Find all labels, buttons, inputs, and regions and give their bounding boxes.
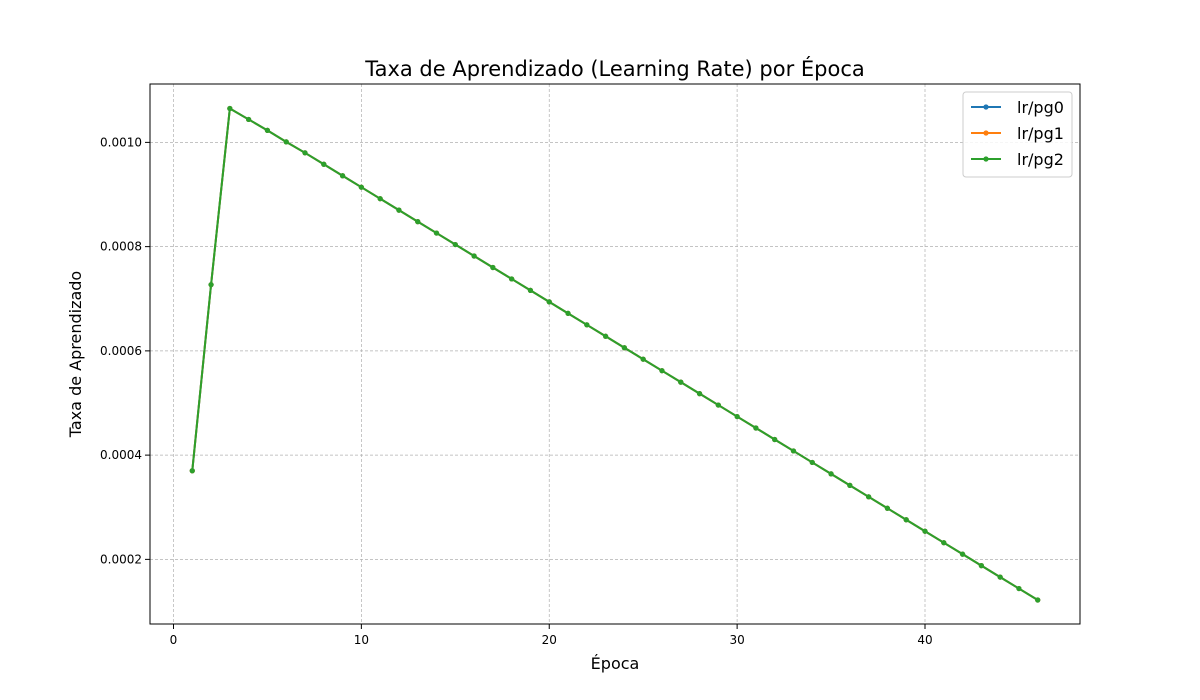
data-point [246, 116, 252, 123]
data-point [603, 333, 609, 339]
x-tick-label: 30 [729, 633, 744, 647]
data-point [584, 322, 590, 328]
legend-item: lr/pg1 [971, 124, 1064, 143]
data-point [1016, 585, 1022, 592]
x-tick-label: 20 [542, 633, 557, 647]
y-tick-label: 0.0010 [100, 135, 142, 149]
series-line [191, 107, 1039, 601]
plot-frame [149, 83, 1081, 625]
data-point [509, 276, 515, 282]
y-tick-label: 0.0008 [100, 240, 142, 254]
legend-item: lr/pg0 [971, 98, 1064, 117]
legend-item: lr/pg2 [971, 150, 1064, 169]
data-point [640, 356, 646, 362]
data-point [189, 468, 195, 474]
data-point [208, 282, 214, 288]
data-point [452, 241, 458, 248]
data-point [941, 540, 947, 546]
data-point [1035, 597, 1041, 603]
data-point [922, 528, 928, 534]
x-axis-label: Época [591, 654, 640, 673]
data-point [866, 494, 872, 500]
data-point [997, 574, 1003, 580]
plot-area [150, 84, 1080, 624]
data-point [339, 173, 346, 179]
x-tick-label: 0 [170, 633, 178, 647]
data-point [753, 425, 759, 431]
data-point [264, 127, 271, 133]
grid-lines [150, 84, 1080, 624]
legend-label: lr/pg0 [1017, 98, 1064, 117]
data-point [227, 105, 233, 112]
data-point [978, 563, 984, 569]
data-point [527, 287, 534, 294]
data-point [772, 436, 778, 443]
axis-ticks: 0 10 20 30 40 0.0002 0.0004 0.0006 0.0008 0.0010 [100, 135, 933, 647]
y-tick-label: 0.0004 [100, 448, 142, 462]
data-point [828, 471, 834, 477]
data-point [678, 379, 684, 385]
data-point [415, 219, 421, 225]
legend-label: lr/pg2 [1017, 150, 1064, 169]
data-point [715, 402, 721, 408]
data-point [490, 264, 496, 271]
series-group [189, 105, 1041, 603]
data-point [396, 207, 402, 213]
data-point [321, 161, 327, 167]
data-point [377, 196, 383, 202]
x-tick-label: 10 [354, 633, 369, 647]
legend-box [962, 91, 1073, 178]
chart-title: Taxa de Aprendizado (Learning Rate) por … [364, 56, 865, 81]
legend-marker [983, 130, 989, 136]
y-axis-label: Taxa de Aprendizado [66, 271, 85, 438]
data-point [471, 253, 477, 259]
data-point [659, 368, 665, 374]
data-point [734, 413, 740, 420]
data-point [884, 505, 891, 511]
data-point [621, 345, 627, 351]
data-point [959, 551, 966, 557]
series-lr-pg2 [189, 105, 1041, 603]
x-tick-label: 40 [917, 633, 932, 647]
legend-marker [983, 156, 989, 162]
y-tick-label: 0.0006 [100, 344, 142, 358]
data-point [546, 299, 552, 305]
legend-label: lr/pg1 [1017, 124, 1064, 143]
legend-marker [983, 104, 989, 110]
data-point [358, 184, 364, 190]
data-point [565, 310, 571, 316]
data-point [809, 459, 815, 466]
data-point [433, 230, 440, 236]
data-point [696, 391, 703, 397]
y-tick-label: 0.0002 [100, 552, 142, 566]
data-point [302, 150, 308, 156]
data-point [790, 448, 797, 454]
data-point [283, 139, 289, 145]
legend: lr/pg0 lr/pg1 lr/pg2 [962, 91, 1073, 178]
data-point [847, 482, 853, 488]
data-point [903, 517, 909, 523]
